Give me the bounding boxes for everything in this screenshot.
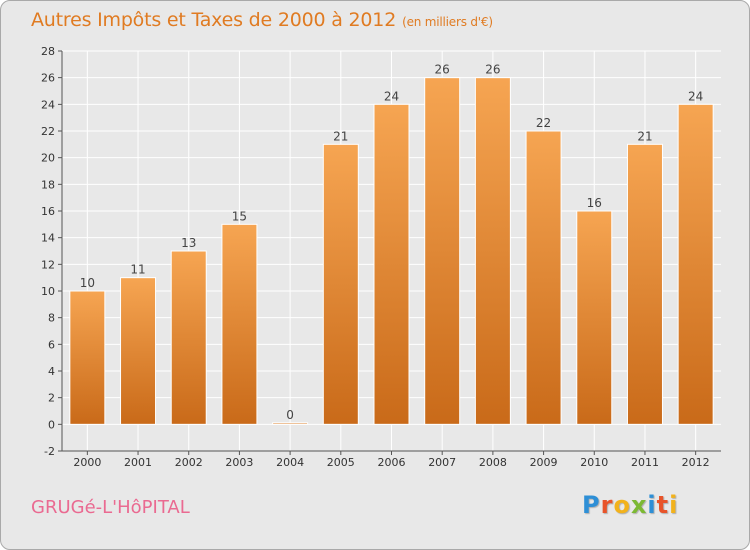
x-tick-label: 2002: [175, 456, 203, 469]
logo-letter: t: [656, 491, 670, 519]
bar: [170, 250, 207, 425]
bar: [373, 103, 410, 425]
logo-letter: o: [613, 491, 631, 519]
logo-letter: r: [600, 491, 614, 519]
bar-value-label: 15: [232, 209, 247, 223]
x-tick-label: 2004: [276, 456, 304, 469]
proxiti-logo[interactable]: Proxiti: [582, 491, 678, 519]
y-tick-label: 12: [41, 258, 55, 271]
y-tick-label: 28: [41, 45, 55, 58]
y-tick-label: 16: [41, 205, 55, 218]
chart-title: Autres Impôts et Taxes de 2000 à 2012 (en…: [31, 9, 493, 31]
x-tick-label: 2010: [580, 456, 608, 469]
x-tick-label: 2001: [124, 456, 152, 469]
bar-value-label: 0: [286, 408, 294, 422]
bar-value-label: 16: [587, 196, 602, 210]
y-tick-label: 14: [41, 232, 55, 245]
bar: [69, 290, 106, 425]
y-tick-label: 8: [48, 312, 55, 325]
bar: [221, 223, 258, 425]
data-labels: 10 11 13 15 0 21 24 26 26 22 16 21 24: [80, 63, 704, 422]
bar-value-label: 10: [80, 276, 95, 290]
bar: [677, 103, 714, 425]
y-tick-label: 24: [41, 98, 55, 111]
y-tick-label: -2: [44, 445, 55, 458]
bar: [576, 210, 613, 425]
bar: [525, 130, 562, 425]
x-tick-label: 2009: [530, 456, 558, 469]
bar: [272, 422, 309, 425]
title-text: Autres Impôts et Taxes de 2000 à 2012: [31, 9, 397, 31]
y-tick-label: 26: [41, 72, 55, 85]
bar-value-label: 26: [485, 63, 500, 77]
y-tick-label: 22: [41, 125, 55, 138]
x-tick-label: 2008: [479, 456, 507, 469]
bar: [424, 77, 461, 425]
bar-value-label: 24: [688, 89, 703, 103]
title-unit: (en milliers d'€): [402, 15, 493, 29]
bar: [120, 277, 157, 425]
bar: [322, 143, 359, 425]
logo-letter: i: [669, 491, 679, 519]
logo-letter: x: [630, 491, 648, 519]
y-tick-label: 6: [48, 338, 55, 351]
bar-value-label: 13: [181, 236, 196, 250]
bar-value-label: 11: [130, 263, 145, 277]
bars: [69, 77, 714, 425]
bar: [474, 77, 511, 425]
x-tick-label: 2011: [631, 456, 659, 469]
logo-letter: i: [647, 491, 657, 519]
bar: [626, 143, 663, 425]
x-tick-label: 2007: [428, 456, 456, 469]
x-tick-label: 2003: [225, 456, 253, 469]
y-tick-label: 4: [48, 365, 55, 378]
y-tick-label: 2: [48, 392, 55, 405]
bar-value-label: 26: [435, 63, 450, 77]
y-tick-label: 0: [48, 418, 55, 431]
bar-value-label: 21: [637, 129, 652, 143]
y-tick-label: 20: [41, 152, 55, 165]
x-tick-label: 2012: [682, 456, 710, 469]
bar-value-label: 21: [333, 129, 348, 143]
y-tick-label: 18: [41, 178, 55, 191]
bar-value-label: 22: [536, 116, 551, 130]
y-tick-label: 10: [41, 285, 55, 298]
x-tick-label: 2000: [73, 456, 101, 469]
x-tick-label: 2006: [378, 456, 406, 469]
logo-letter: P: [582, 491, 601, 519]
x-tick-label: 2005: [327, 456, 355, 469]
commune-name: GRUGé-L'HôPITAL: [31, 497, 190, 518]
bar-value-label: 24: [384, 89, 399, 103]
